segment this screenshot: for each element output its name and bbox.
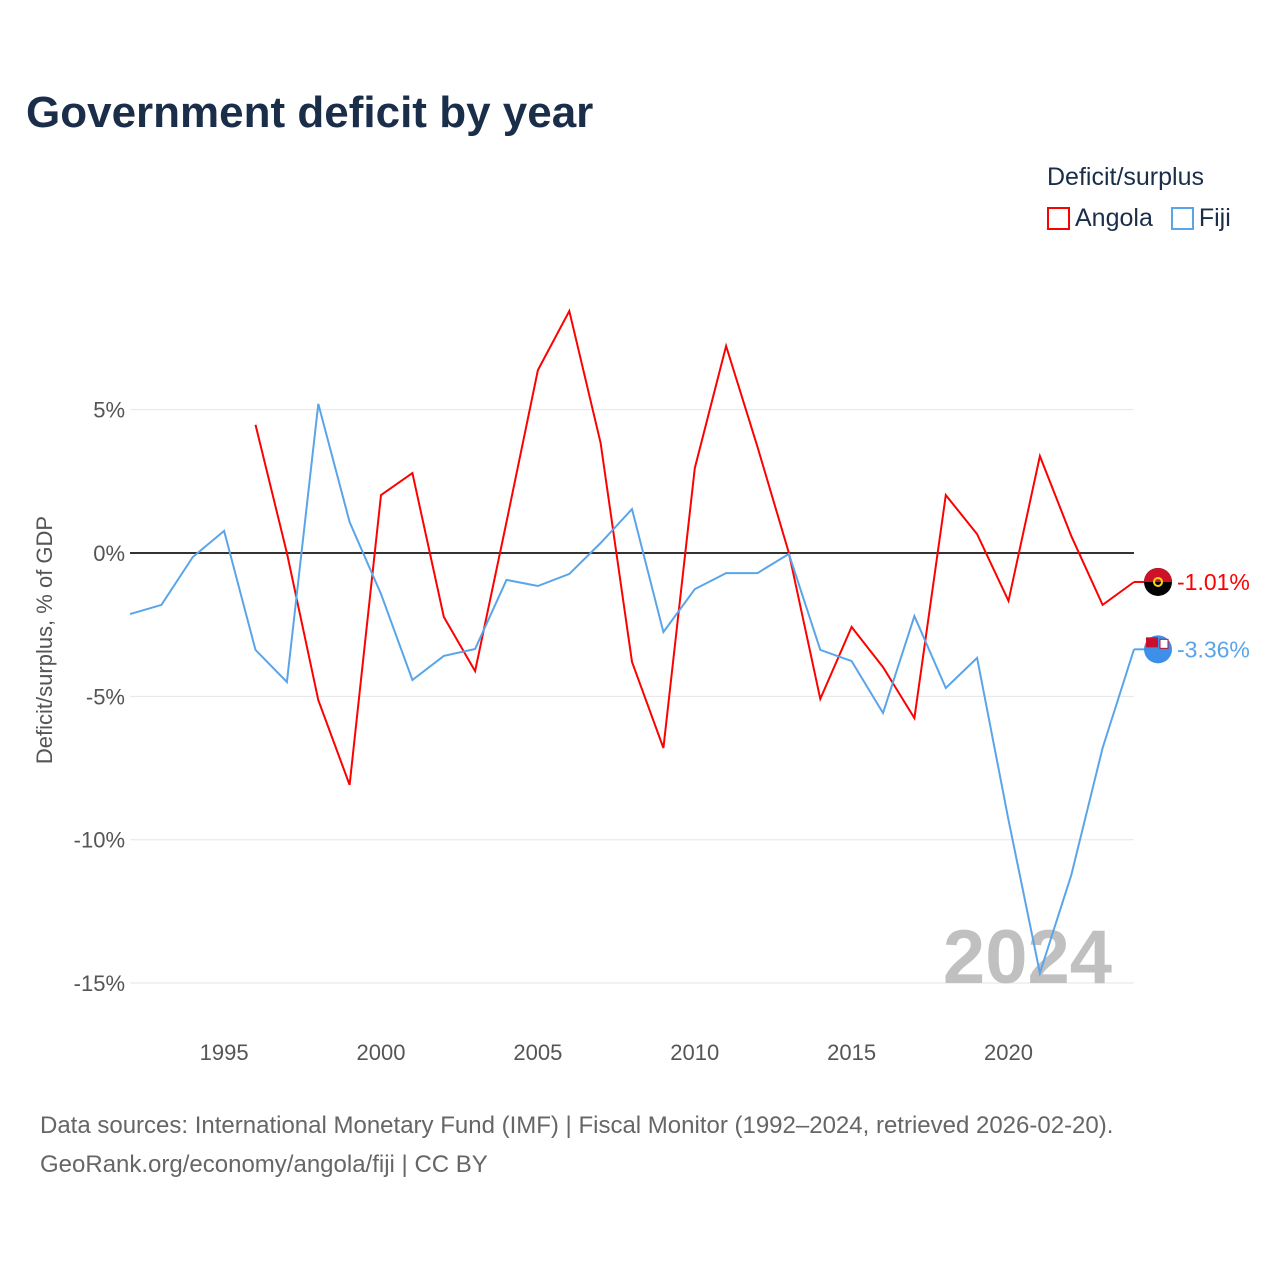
legend-swatch-fiji <box>1170 207 1194 230</box>
end-value-label-angola: -1.01% <box>1177 569 1250 595</box>
legend-label-angola: Angola <box>1075 204 1153 232</box>
series-line-fiji <box>129 403 1135 977</box>
x-tick-label: 1995 <box>200 1040 249 1065</box>
x-tick-label: 2020 <box>984 1040 1033 1065</box>
fiji-flag-shield <box>1159 638 1169 649</box>
year-watermark: 2024 <box>943 915 1112 1000</box>
angola-flag-icon-top <box>1144 567 1172 582</box>
source-line-1: Data sources: International Monetary Fun… <box>40 1112 1114 1139</box>
y-tick-label: -5% <box>86 684 125 709</box>
source-line-2: GeoRank.org/economy/angola/fiji | CC BY <box>40 1151 488 1178</box>
chart-title: Government deficit by year <box>26 88 594 137</box>
legend: Angola Fiji <box>1047 204 1231 233</box>
legend-label-fiji: Fiji <box>1198 204 1231 232</box>
angola-flag-emblem <box>1153 576 1163 587</box>
source-note: Data sources: International Monetary Fun… <box>40 1106 1113 1184</box>
y-tick-label: 5% <box>93 398 125 423</box>
legend-item-angola[interactable]: Angola <box>1047 204 1153 233</box>
y-tick-label: 0% <box>93 541 125 566</box>
x-tick-label: 2010 <box>670 1040 719 1065</box>
y-tick-label: -15% <box>74 971 125 996</box>
legend-item-fiji[interactable]: Fiji <box>1170 204 1231 233</box>
fiji-flag-union <box>1146 637 1158 648</box>
x-tick-label: 2015 <box>827 1040 876 1065</box>
series-line-angola <box>254 308 1135 786</box>
y-axis-label: Deficit/surplus, % of GDP <box>32 516 57 764</box>
x-tick-label: 2000 <box>357 1040 406 1065</box>
x-tick-label: 2005 <box>513 1040 562 1065</box>
legend-title: Deficit/surplus <box>1047 163 1204 191</box>
end-value-label-fiji: -3.36% <box>1177 636 1250 662</box>
legend-swatch-angola <box>1047 207 1070 230</box>
y-tick-label: -10% <box>74 828 125 853</box>
